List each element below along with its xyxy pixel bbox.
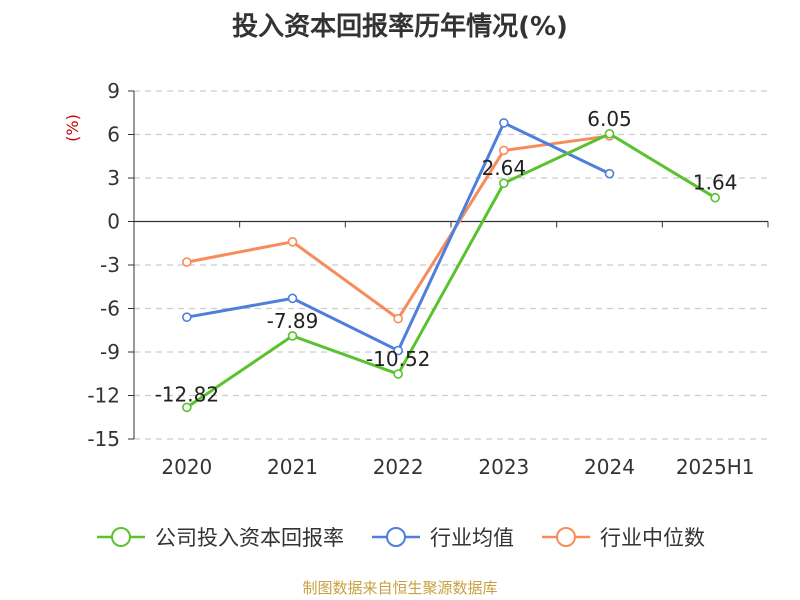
legend-item-0[interactable]: 公司投入资本回报率 [95, 522, 344, 552]
data-point [499, 178, 509, 189]
data-point [393, 369, 403, 379]
source-note: 制图数据来自恒生聚源数据库 [302, 579, 498, 597]
legend-label: 公司投入资本回报率 [155, 526, 344, 550]
legend-label: 行业中位数 [600, 526, 705, 550]
y-tick-label: 6 [107, 123, 120, 147]
data-point [182, 257, 192, 267]
data-point [393, 313, 403, 324]
legend-line-marker-icon [97, 527, 145, 547]
data-point [182, 312, 192, 323]
y-tick-label: -12 [87, 384, 120, 408]
legend-line-marker-icon [372, 527, 420, 547]
y-tick-label: -3 [100, 253, 120, 277]
data-point [499, 145, 509, 156]
y-tick-label: -9 [100, 340, 120, 364]
grid-lines [134, 90, 768, 440]
data-label: 6.05 [587, 107, 632, 131]
x-tick-label: 2021 [267, 455, 318, 479]
data-labels: -12.82 -7.89 -10.52 2.64 6.05 1.64 [155, 107, 738, 407]
x-tick-label: 2023 [478, 455, 529, 479]
series-lines [182, 118, 720, 413]
data-point [499, 118, 509, 128]
x-tick-label: 2020 [161, 455, 212, 479]
legend-item-1[interactable]: 行业均值 [370, 522, 514, 552]
data-point [287, 293, 298, 304]
data-point [604, 128, 615, 139]
data-label: 1.64 [693, 171, 738, 195]
data-label: 2.64 [482, 156, 527, 180]
data-label: -7.89 [267, 309, 319, 333]
legend-item-2[interactable]: 行业中位数 [540, 522, 705, 552]
series-line-0 [185, 132, 717, 409]
y-tick-label: 3 [107, 166, 120, 190]
legend: 公司投入资本回报率 行业均值 行业中位数 [0, 519, 800, 555]
chart-title: 投入资本回报率历年情况(%) [232, 12, 568, 42]
y-tick-label: 0 [107, 210, 120, 234]
data-label: -12.82 [155, 382, 219, 406]
legend-line-marker-icon [542, 527, 590, 547]
data-point [710, 192, 720, 203]
x-tick-label: 2024 [584, 455, 635, 479]
y-axis-label: (%) [63, 114, 82, 142]
data-point [287, 237, 298, 247]
line-chart: 9 6 3 0 -3 -6 -9 -12 -15 2020 2021 2022 2023 2024 2025… [63, 79, 769, 479]
y-tick-label: 9 [107, 79, 120, 103]
x-tick-label: 2022 [373, 455, 424, 479]
data-point [182, 402, 192, 413]
legend-label: 行业均值 [430, 526, 514, 550]
axes: 9 6 3 0 -3 -6 -9 -12 -15 2020 2021 2022 2023 2024 2025… [63, 79, 769, 479]
data-label: -10.52 [366, 347, 430, 371]
data-point [604, 168, 615, 179]
data-point [287, 331, 298, 341]
x-tick-label: 2025H1 [676, 455, 755, 479]
data-point [393, 345, 403, 356]
y-tick-label: -6 [100, 297, 120, 321]
y-tick-label: -15 [87, 427, 120, 451]
